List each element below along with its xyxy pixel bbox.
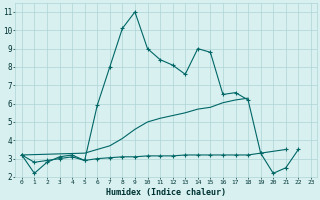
X-axis label: Humidex (Indice chaleur): Humidex (Indice chaleur) xyxy=(106,188,226,197)
